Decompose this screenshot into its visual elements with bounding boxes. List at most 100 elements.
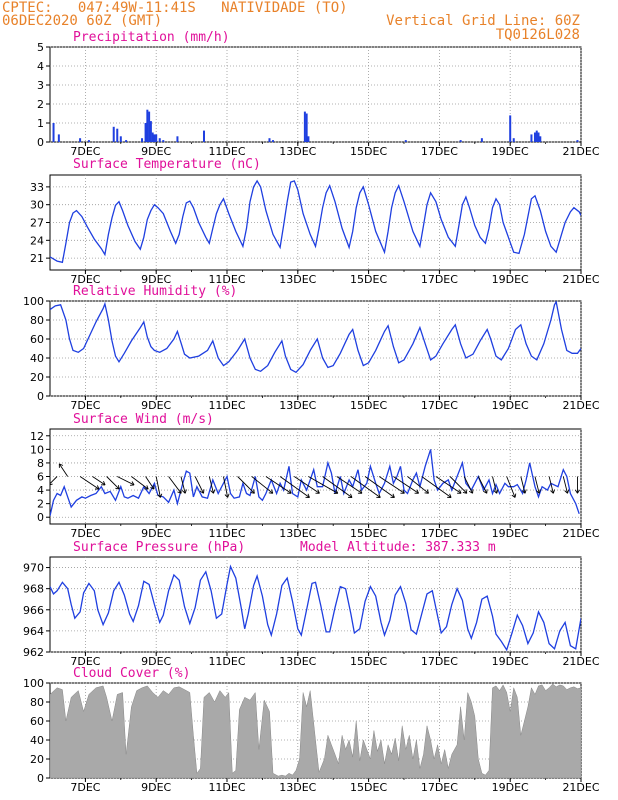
x-tick-label: 11DEC [208,655,245,668]
wind-arrow-head [511,493,517,498]
y-tick-label: 21 [30,252,44,265]
x-tick-label: 13DEC [279,527,316,540]
wind-arrow [463,476,473,494]
pressure-line [50,564,581,652]
wind-arrow-head [101,481,106,486]
cloud-cover-title: Cloud Cover (%) [73,666,190,681]
wind-arrow [223,476,229,498]
pressure-annotation: Model Altitude: 387.333 m [300,540,496,555]
precipitation-bar [202,130,205,142]
wind-arrow-head [564,489,570,494]
precipitation-bar [116,128,119,142]
wind-arrow-head [535,489,541,494]
y-tick-label: 24 [30,234,44,247]
y-tick-label: 5 [37,41,44,54]
wind-arrow [294,476,320,494]
x-tick-label: 9DEC [141,399,171,412]
x-tick-label: 13DEC [279,145,316,158]
precipitation-bar [176,136,179,142]
x-tick-label: 7DEC [70,273,100,286]
y-tick-label: 60 [30,715,44,728]
x-tick-label: 17DEC [421,273,458,286]
wind-arrow [58,463,69,477]
y-tick-label: 964 [23,625,44,638]
x-tick-label: 7DEC [70,655,100,668]
wind-arrow [251,476,274,494]
x-tick-label: 17DEC [421,145,458,158]
wind-arrow [308,476,339,494]
x-tick-label: 15DEC [350,145,387,158]
wind-arrow-head [150,485,155,490]
precipitation-bar [79,138,82,142]
wind-arrow [492,476,498,494]
y-tick-label: 27 [30,217,44,230]
precipitation-series [52,109,579,142]
temperature-series [50,179,581,264]
precipitation-bar [158,138,161,142]
y-tick-label: 30 [30,199,44,212]
y-tick-label: 3 [37,79,44,92]
x-tick-label: 19DEC [492,655,529,668]
wind-arrow [180,476,186,494]
wind-arrow [117,476,135,486]
pressure-title: Surface Pressure (hPa) [73,540,245,555]
x-tick-label: 21DEC [562,655,599,668]
x-tick-label: 13DEC [279,655,316,668]
precipitation-bar [307,136,310,142]
wind-arrow-head [521,489,527,494]
wind-arrow [548,476,554,494]
wind-arrow [534,476,540,494]
y-tick-label: 4 [37,484,44,497]
precipitation-bar [459,140,462,142]
wind-arrow [449,476,468,494]
precipitation-frame [49,46,582,143]
wind-arrow-head [462,489,468,494]
x-tick-label: 17DEC [421,527,458,540]
precipitation-bar [512,138,515,142]
y-tick-label: 60 [30,333,44,346]
y-tick-label: 20 [30,753,44,766]
x-tick-label: 11DEC [208,781,245,794]
x-tick-label: 15DEC [350,527,387,540]
wind-arrow [168,476,182,494]
wind-arrow-head [483,489,488,494]
wind-arrow-head [224,493,230,498]
y-tick-label: 966 [23,604,44,617]
wind-arrow-head [94,485,100,490]
x-tick-label: 9DEC [141,781,171,794]
x-tick-label: 19DEC [492,399,529,412]
precipitation-bar [480,138,483,142]
wind-arrow [364,476,395,498]
x-tick-label: 21DEC [562,399,599,412]
y-tick-label: 100 [23,295,44,308]
wind-arrow-head [115,485,120,490]
wind-arrow-head [287,489,292,494]
precipitation-bar [539,136,542,142]
x-tick-label: 9DEC [141,527,171,540]
x-tick-label: 13DEC [279,399,316,412]
x-tick-label: 15DEC [350,781,387,794]
precipitation-bar [268,138,271,142]
precipitation-bar [125,140,128,142]
x-tick-label: 13DEC [279,273,316,286]
precipitation-bar [305,113,308,142]
wind-arrow-head [305,493,310,498]
x-tick-label: 11DEC [208,145,245,158]
wind-arrow-head [144,485,149,490]
x-tick-label: 19DEC [492,145,529,158]
wind-arrow [50,476,58,485]
header-model-id: TQ0126L028 [495,27,580,43]
x-tick-label: 11DEC [208,527,245,540]
y-tick-label: 8 [37,457,44,470]
precipitation-bar [153,134,156,142]
wind-arrow [194,476,204,494]
y-tick-label: 40 [30,352,44,365]
wind-arrow [92,476,106,486]
wind-arrow [265,476,292,494]
wind-arrow-head [199,489,205,494]
y-tick-label: 80 [30,696,44,709]
precipitation-bar [144,123,147,142]
y-tick-label: 4 [37,60,44,73]
wind-arrow-head [210,489,216,494]
